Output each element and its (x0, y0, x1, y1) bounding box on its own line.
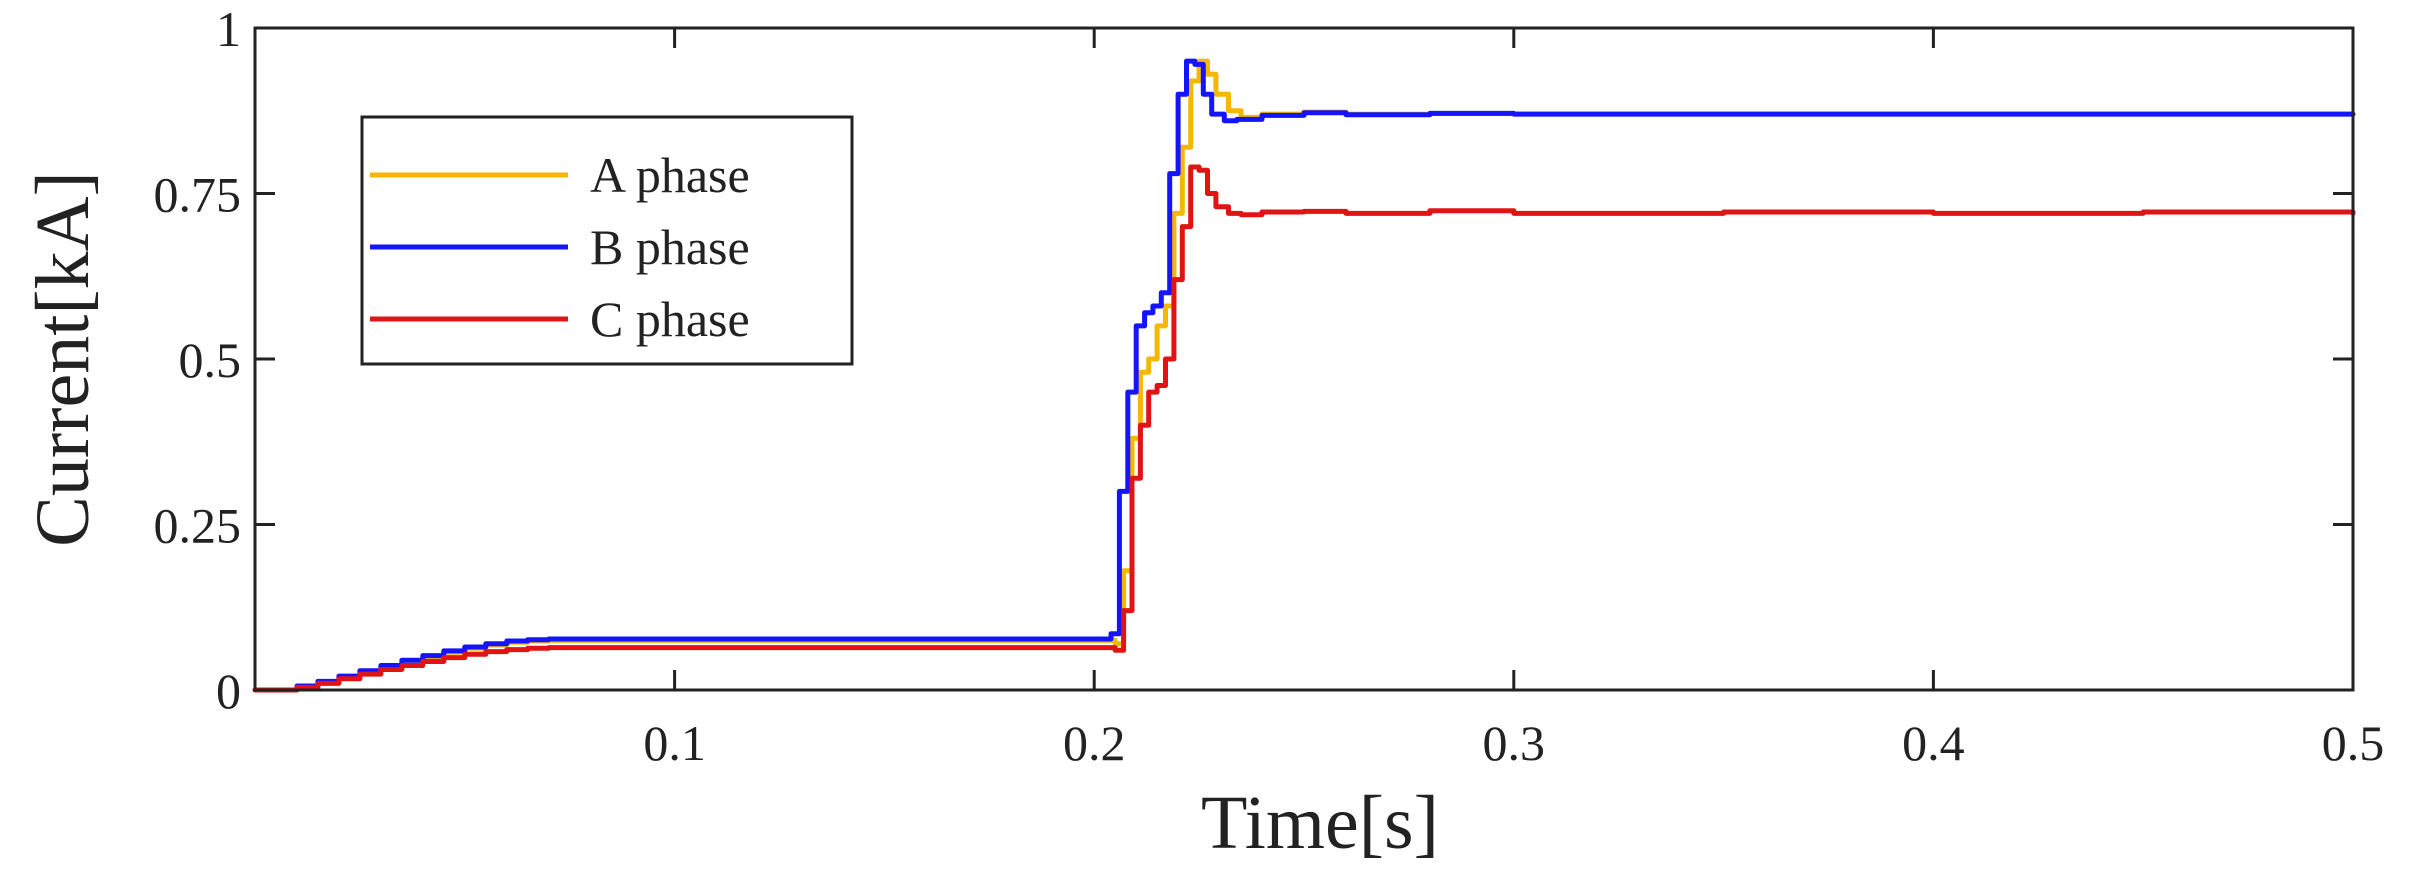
legend-box (360, 115, 854, 366)
y-tick-label: 0 (216, 663, 241, 719)
series-line-3 (252, 164, 2356, 693)
y-tick-label: 0.25 (154, 498, 242, 554)
series-layer (252, 58, 2356, 693)
x-tick-label: 0.1 (643, 715, 706, 771)
legend-items: A phase B phase C phase (370, 147, 750, 347)
legend-label-3: C phase (590, 291, 750, 347)
x-axis-title: Time[s] (1201, 781, 1439, 865)
y-tick-label: 0.5 (179, 332, 242, 388)
legend-label-1: A phase (590, 147, 750, 203)
ticks-layer: 0.1 0.2 0.3 0.4 0.5 0 0.25 0.5 0.75 1 (154, 1, 2385, 771)
legend: A phase B phase C phase (360, 115, 854, 366)
series-line-2 (252, 58, 2356, 693)
x-tick-label: 0.2 (1063, 715, 1126, 771)
legend-label-2: B phase (590, 219, 750, 275)
x-tick-label: 0.5 (2322, 715, 2385, 771)
y-tick-label: 1 (216, 1, 241, 57)
y-axis-title: Current[kA] (21, 171, 105, 547)
x-tick-label: 0.3 (1483, 715, 1546, 771)
y-tick-label: 0.75 (154, 167, 242, 223)
x-tick-label: 0.4 (1902, 715, 1965, 771)
